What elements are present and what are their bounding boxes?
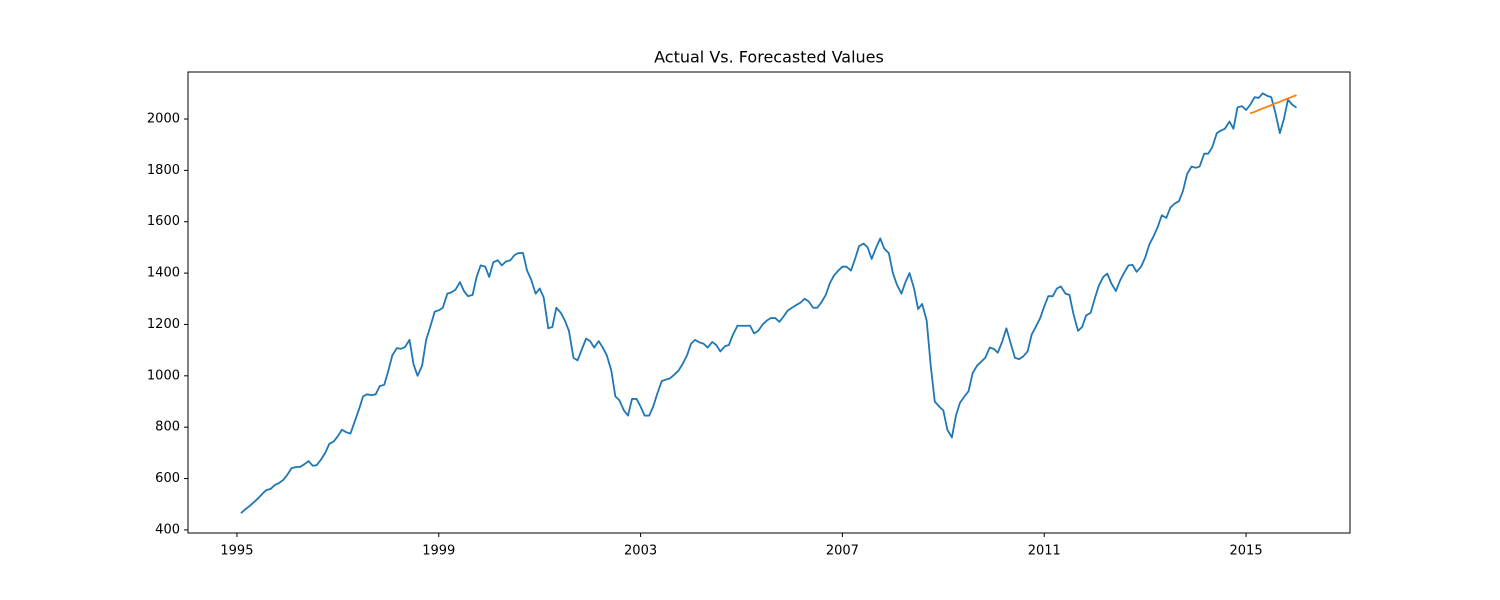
y-tick-label: 1200	[147, 317, 180, 332]
y-tick-label: 1600	[147, 214, 180, 229]
x-tick-label: 2011	[1028, 544, 1061, 559]
line-series	[240, 92, 1298, 514]
x-tick-label: 2015	[1230, 544, 1263, 559]
y-tick-label: 1000	[147, 368, 180, 383]
y-tick-label: 1400	[147, 266, 180, 281]
y-tick-label: 800	[155, 420, 180, 435]
y-tick-label: 400	[155, 522, 180, 537]
line-series	[1249, 94, 1297, 115]
x-tick-label: 2003	[624, 544, 657, 559]
chart-title: Actual Vs. Forecasted Values	[654, 48, 884, 67]
x-tick-label: 2007	[826, 544, 859, 559]
plot-frame	[187, 71, 1351, 534]
x-tick-label: 1999	[422, 544, 455, 559]
y-tick-label: 2000	[147, 111, 180, 126]
x-tick-label: 1995	[220, 544, 253, 559]
y-tick-label: 600	[155, 471, 180, 486]
y-tick-label: 1800	[147, 163, 180, 178]
